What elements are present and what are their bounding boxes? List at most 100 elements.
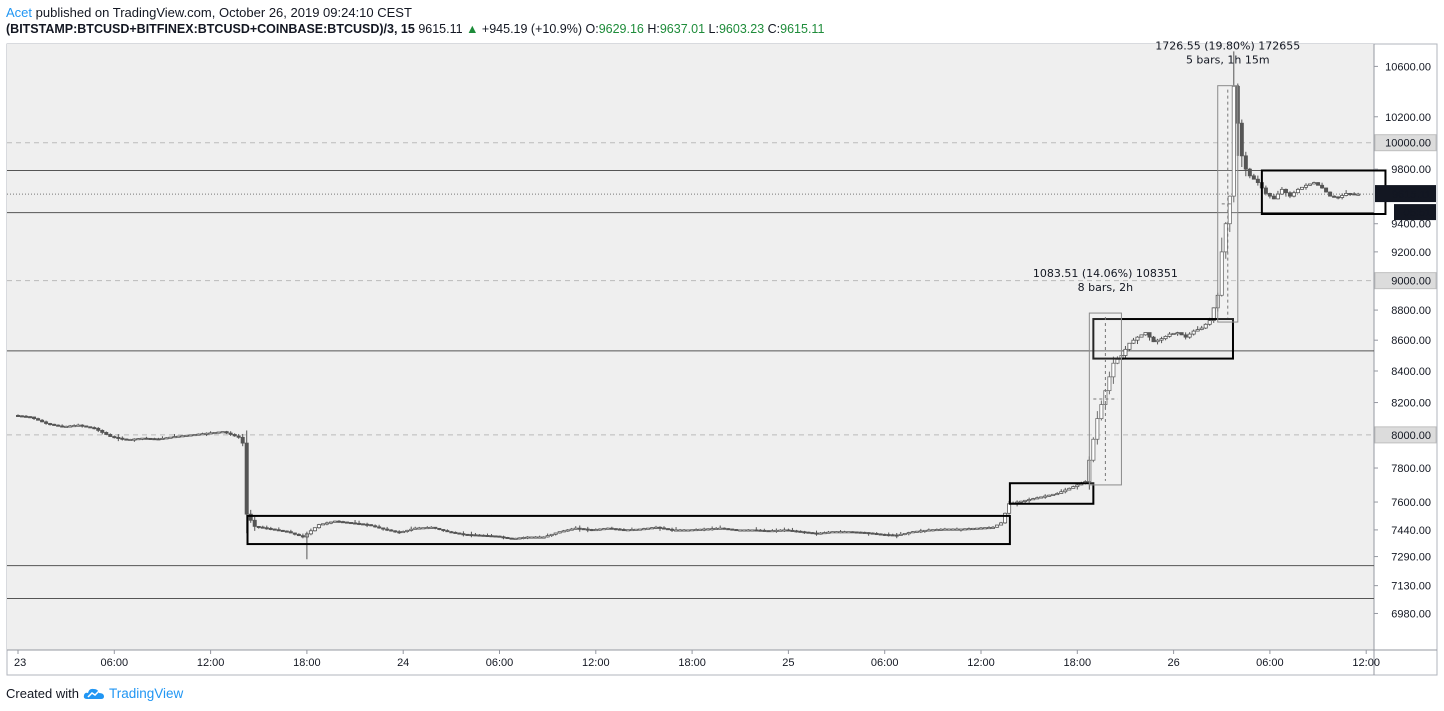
high-label: H: bbox=[647, 22, 660, 36]
candle-body bbox=[1300, 186, 1305, 190]
candle-body bbox=[678, 529, 683, 532]
candle-body bbox=[1312, 182, 1317, 185]
candle-body bbox=[1263, 187, 1268, 194]
candle-body bbox=[966, 528, 971, 531]
candle-body bbox=[1219, 251, 1224, 296]
x-tick-label: 12:00 bbox=[1352, 657, 1380, 669]
measure-label: 1726.55 (19.80%) 172655 bbox=[1155, 40, 1300, 53]
author-link[interactable]: Acet bbox=[6, 5, 33, 20]
y-tick-label: 8400.00 bbox=[1391, 366, 1431, 378]
candle-body bbox=[64, 425, 69, 428]
candle-body bbox=[389, 529, 394, 532]
candle-body bbox=[637, 528, 642, 531]
candle-body bbox=[224, 431, 229, 434]
candle-body bbox=[280, 529, 285, 532]
candle-body bbox=[758, 529, 763, 532]
candle-body bbox=[228, 432, 233, 435]
x-tick-label: 12:00 bbox=[582, 657, 610, 669]
candle-body bbox=[433, 526, 438, 529]
candle-body bbox=[906, 532, 911, 535]
candle-body bbox=[633, 528, 638, 531]
candle-body bbox=[168, 436, 173, 439]
candle-body bbox=[858, 531, 863, 534]
candle-body bbox=[577, 527, 582, 530]
candle-body bbox=[810, 532, 815, 535]
range-rectangle bbox=[1008, 482, 1095, 505]
candle-body bbox=[509, 537, 514, 540]
y-tick-label: 9400.00 bbox=[1391, 219, 1431, 231]
candle-body bbox=[112, 436, 117, 439]
y-tick-box bbox=[1374, 426, 1437, 444]
candle-body bbox=[116, 436, 121, 439]
candle-body bbox=[641, 528, 646, 531]
candle-body bbox=[292, 532, 297, 535]
candle-body bbox=[850, 531, 855, 534]
candle-body bbox=[898, 533, 903, 536]
candle-body bbox=[128, 438, 133, 441]
candle-body bbox=[1247, 168, 1252, 177]
y-tick-label: 6980.00 bbox=[1391, 608, 1431, 620]
candle-body bbox=[441, 529, 446, 532]
candle-body bbox=[1067, 487, 1072, 491]
x-tick-label: 06:00 bbox=[871, 657, 899, 669]
candle-body bbox=[425, 527, 430, 530]
candle-body bbox=[942, 528, 947, 531]
candle-body bbox=[96, 427, 101, 431]
candle-body bbox=[1051, 493, 1056, 496]
tradingview-brand-link[interactable]: TradingView bbox=[108, 686, 184, 701]
measure-label: 8 bars, 2h bbox=[1078, 281, 1133, 294]
x-tick-label: 25 bbox=[782, 657, 794, 669]
x-tick-label: 23 bbox=[14, 657, 26, 669]
candle-body bbox=[421, 527, 426, 530]
candle-body bbox=[108, 434, 113, 437]
candle-body bbox=[979, 527, 984, 530]
last-price: 9615.11 bbox=[418, 22, 463, 36]
candle-body bbox=[465, 533, 470, 536]
candle-body bbox=[573, 527, 578, 530]
candle-body bbox=[256, 525, 261, 528]
candle-body bbox=[991, 526, 996, 529]
candle-body bbox=[866, 532, 871, 535]
candle-body bbox=[1295, 188, 1300, 194]
candle-body bbox=[324, 522, 329, 525]
y-tick-label: 10600.00 bbox=[1385, 61, 1431, 73]
candle-body bbox=[670, 528, 675, 531]
candle-body bbox=[68, 425, 73, 428]
candle-body bbox=[529, 536, 534, 539]
tradingview-cloud-icon bbox=[83, 688, 104, 699]
candle-body bbox=[870, 532, 875, 535]
candle-body bbox=[1187, 333, 1192, 338]
candle-body bbox=[172, 436, 177, 439]
candle-body bbox=[240, 436, 245, 444]
candle-body bbox=[561, 530, 566, 533]
candle-body bbox=[822, 532, 827, 535]
candle-body bbox=[52, 423, 57, 426]
candle-body bbox=[629, 529, 634, 532]
candle-body bbox=[308, 530, 313, 535]
candle-body bbox=[1332, 195, 1337, 198]
footer: Created with TradingView bbox=[6, 686, 183, 701]
symbol-name[interactable]: (BITSTAMP:BTCUSD+BITFINEX:BTCUSD+COINBAS… bbox=[6, 22, 415, 36]
candle-body bbox=[581, 528, 586, 531]
candle-body bbox=[252, 519, 257, 527]
candle-body bbox=[649, 527, 654, 530]
y-tick-label: 8200.00 bbox=[1391, 398, 1431, 410]
candle-body bbox=[1043, 495, 1048, 498]
candle-body bbox=[886, 534, 891, 537]
candle-body bbox=[1320, 184, 1325, 189]
candle-body bbox=[44, 421, 49, 424]
candle-body bbox=[60, 425, 65, 428]
candle-body bbox=[336, 520, 341, 523]
candle-body bbox=[609, 527, 614, 530]
candle-body bbox=[56, 424, 61, 427]
candle-body bbox=[786, 529, 791, 532]
candle-body bbox=[164, 437, 169, 440]
candle-body bbox=[513, 537, 518, 540]
candle-body bbox=[1316, 182, 1321, 186]
candle-body bbox=[970, 527, 975, 530]
candle-body bbox=[1091, 438, 1096, 461]
candle-body bbox=[28, 416, 33, 419]
candle-body bbox=[349, 522, 354, 525]
candle-body bbox=[706, 528, 711, 531]
